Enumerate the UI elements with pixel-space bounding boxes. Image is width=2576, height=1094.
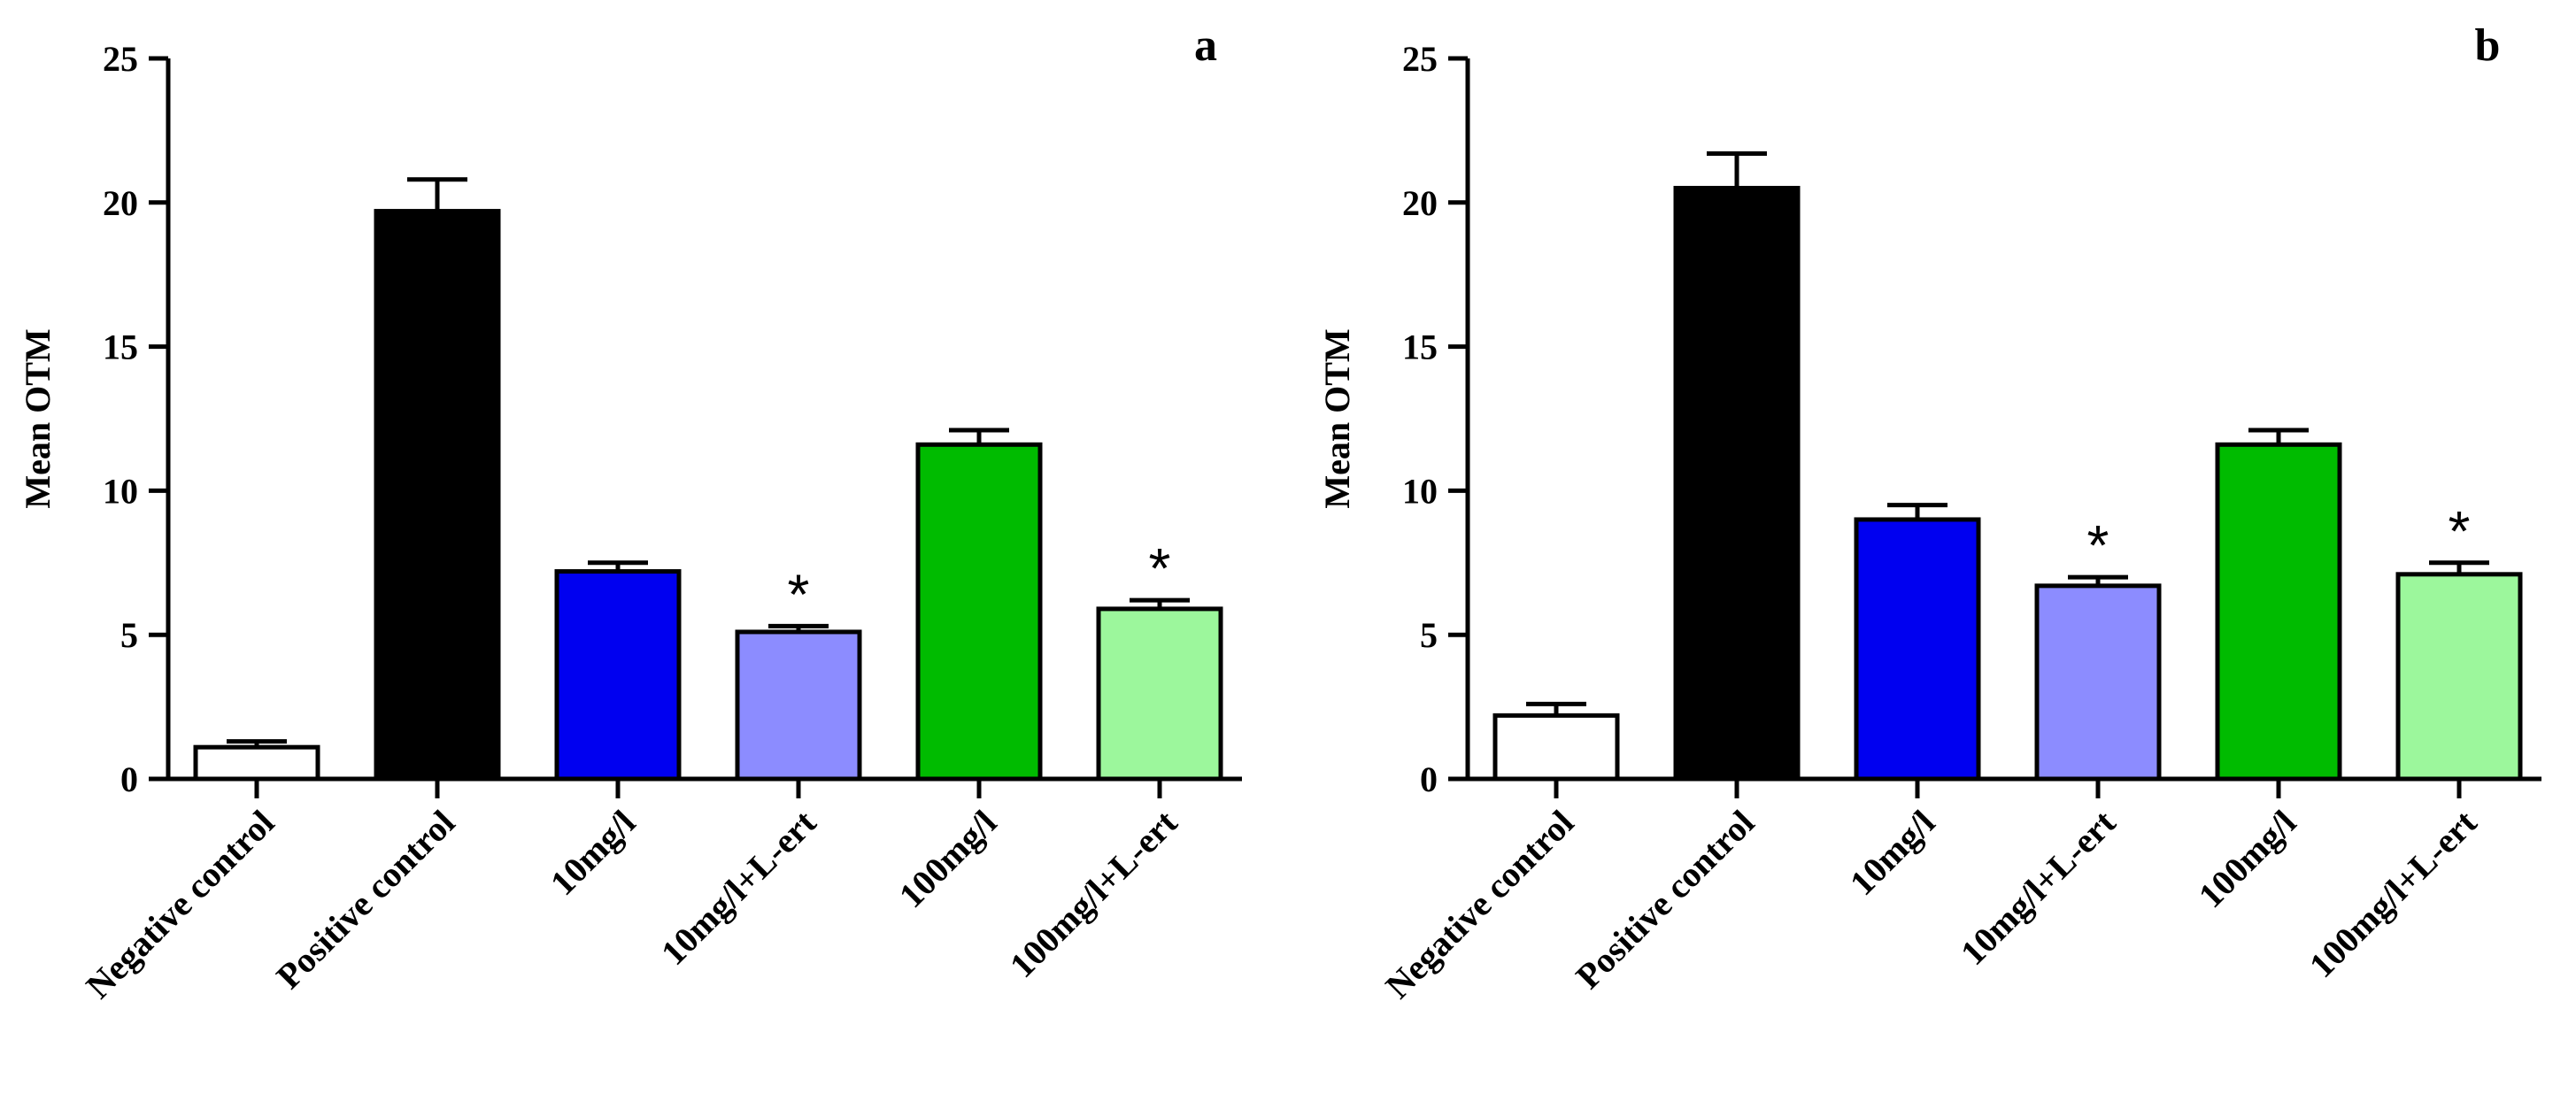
significance-marker: * xyxy=(788,562,810,626)
y-tick-label: 0 xyxy=(1420,759,1438,799)
bar xyxy=(554,569,682,782)
y-axis-title: Mean OTM xyxy=(18,328,58,508)
x-tick-label: 100mg/l xyxy=(891,803,1005,916)
bar xyxy=(735,629,862,782)
bar xyxy=(1673,186,1801,782)
bar xyxy=(1854,517,1981,782)
x-tick-label: Positive control xyxy=(268,803,462,997)
bar xyxy=(374,209,501,782)
x-tick-label: 10mg/l+L-ert xyxy=(1953,802,2124,973)
x-tick-label: Negative control xyxy=(78,803,282,1006)
significance-marker: * xyxy=(2087,513,2109,577)
chart-panel-b: 0 5 10 15 20 25 Mean OTM b Negative controlPosit… xyxy=(1317,20,2541,1006)
y-tick-label: 5 xyxy=(120,615,138,655)
bar xyxy=(1096,606,1223,782)
x-tick-label: 10mg/l+L-ert xyxy=(653,802,824,973)
x-tick-label: 100mg/l+L-ert xyxy=(2302,802,2485,985)
x-tick-label: Negative control xyxy=(1377,803,1581,1006)
chart-panel-a: 0 5 10 15 20 25 Mean OTM a Negative controlPosit… xyxy=(18,20,1242,1006)
y-tick-label: 20 xyxy=(103,183,138,223)
y-tick-label: 0 xyxy=(120,759,138,799)
significance-marker: * xyxy=(2449,499,2471,563)
bar xyxy=(193,744,320,782)
panel-label: b xyxy=(2475,20,2501,71)
bar xyxy=(1492,713,1620,782)
x-tick-label: 100mg/l xyxy=(2191,803,2304,916)
bar xyxy=(2034,583,2162,782)
y-tick-label: 25 xyxy=(1402,39,1438,79)
y-tick-label: 5 xyxy=(1420,615,1438,655)
y-tick-label: 10 xyxy=(103,471,138,511)
panel-label: a xyxy=(1194,20,1217,71)
y-axis-title: Mean OTM xyxy=(1317,328,1357,508)
bar xyxy=(2395,572,2523,782)
y-tick-label: 15 xyxy=(103,327,138,367)
significance-marker: * xyxy=(1149,536,1171,600)
x-tick-label: Positive control xyxy=(1568,803,1762,997)
x-tick-label: 100mg/l+L-ert xyxy=(1002,802,1185,985)
y-tick-label: 25 xyxy=(103,39,138,79)
y-tick-label: 15 xyxy=(1402,327,1438,367)
bar xyxy=(915,442,1043,782)
x-tick-label: 10mg/l xyxy=(543,803,644,904)
y-tick-label: 10 xyxy=(1402,471,1438,511)
y-tick-label: 20 xyxy=(1402,183,1438,223)
x-tick-label: 10mg/l xyxy=(1842,803,1943,904)
bar xyxy=(2215,442,2342,782)
